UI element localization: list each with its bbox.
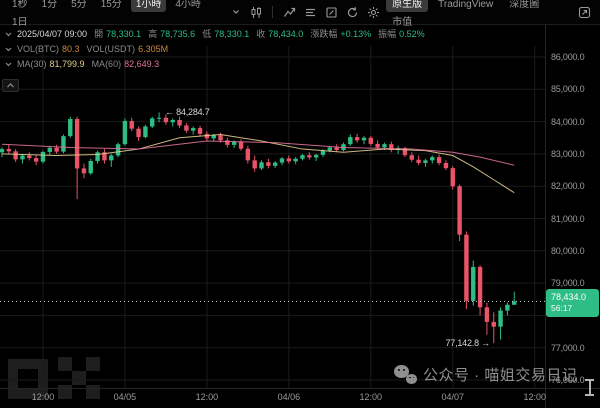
price-axis-label: 76,000.0 <box>551 375 585 385</box>
ma60-value: 82,649.3 <box>124 59 160 69</box>
price-axis-label: 83,000.0 <box>551 148 585 159</box>
volume-readout-row: VOL(BTC) 80.3 VOL(USDT) 6.305M <box>4 43 168 55</box>
timeframe-button-1秒[interactable]: 1秒 <box>12 0 28 10</box>
ma-readout-row: MA(30) 81,799.9 MA(60) 82,649.3 <box>4 58 159 70</box>
time-axis-label: 12:00 <box>359 392 383 402</box>
view-tabs: 原生版 TradingView 深度圖市值 <box>384 0 574 30</box>
vol-btc-value: 80.3 <box>62 44 80 54</box>
timeframe-buttons: 1秒 1分 5分 15分 1小時 4小時 1日 <box>5 0 225 30</box>
vol-usdt-value: 6.305M <box>138 44 169 54</box>
current-price-tag: 78,434.0 56:17 <box>546 289 599 318</box>
open-label: 開 <box>94 29 104 39</box>
settings-icon[interactable] <box>366 4 381 20</box>
collapse-chevron-icon[interactable] <box>4 45 13 54</box>
chevron-down-icon[interactable] <box>228 4 243 20</box>
view-tab-原生版[interactable]: 原生版 <box>386 0 429 12</box>
timeframe-button-15分[interactable]: 15分 <box>100 0 122 10</box>
view-switch-group: 原生版 TradingView 深度圖市值 <box>384 0 595 30</box>
wechat-watermark: 公众号 · 喵姐交易日记 <box>394 364 577 385</box>
toolbar-divider <box>272 6 274 18</box>
timeframe-button-1分[interactable]: 1分 <box>41 0 58 10</box>
wechat-icon <box>394 364 417 385</box>
close-value: 78,434.0 <box>268 29 304 39</box>
visible-low-marker: 77,142.8 → <box>445 338 490 348</box>
timeframe-group: 1秒 1分 5分 15分 1小時 4小時 1日 <box>5 0 384 30</box>
timeframe-button-1小時[interactable]: 1小時 <box>130 0 167 12</box>
price-axis-label: 79,000.0 <box>551 278 585 289</box>
low-label: 低 <box>202 29 212 39</box>
draw-tools-icon[interactable] <box>324 4 339 20</box>
watermark-text: 公众号 · 喵姐交易日记 <box>423 367 578 384</box>
ohlc-readout-row: 2025/04/07 09:00 開 78,330.1 高 78,735.6 低… <box>4 28 425 40</box>
time-axis-label: 04/06 <box>277 392 301 402</box>
indicator-list-icon[interactable] <box>303 4 318 20</box>
close-label: 收 <box>256 29 266 39</box>
replay-icon[interactable] <box>345 4 360 20</box>
expand-pane-button[interactable] <box>2 79 19 92</box>
ma30-value: 81,799.9 <box>49 59 85 69</box>
current-price-value: 78,434.0 <box>551 292 587 303</box>
time-axis-label: 12:00 <box>195 392 219 402</box>
timeframe-button-5分[interactable]: 5分 <box>71 0 87 10</box>
high-label: 高 <box>148 29 158 39</box>
candle-countdown: 56:17 <box>551 303 573 314</box>
open-value: 78,330.1 <box>106 29 142 39</box>
candle-datetime: 2025/04/07 09:00 <box>17 29 88 39</box>
indicators-icon[interactable] <box>281 4 296 20</box>
price-axis-label: 82,000.0 <box>551 181 585 192</box>
ma30-label: MA(30) <box>17 59 47 69</box>
chart-toolbar: 1秒 1分 5分 15分 1小時 4小時 1日 <box>0 0 600 28</box>
view-tab-市值[interactable]: 市值 <box>392 17 413 28</box>
low-value: 78,330.1 <box>214 29 250 39</box>
text-cursor-icon <box>585 379 594 396</box>
price-axis-label: 80,000.0 <box>551 245 585 256</box>
amplitude-label: 振幅 <box>378 29 397 39</box>
price-axis-label: 81,000.0 <box>551 213 585 224</box>
vol-usdt-label: VOL(USDT) <box>86 44 136 54</box>
time-axis-label: 12:00 <box>523 392 546 402</box>
change-value: +0.13% <box>340 29 372 39</box>
fullscreen-icon[interactable] <box>577 4 592 20</box>
change-label: 漲跌幅 <box>310 29 338 39</box>
price-axis-label: 86,000.0 <box>551 52 585 62</box>
candle-style-icon[interactable] <box>249 4 264 20</box>
visible-high-marker: ← 84,284.7 <box>165 107 210 117</box>
collapse-chevron-icon[interactable] <box>4 30 13 39</box>
timeframe-button-4小時[interactable]: 4小時 <box>175 0 201 10</box>
price-axis-label: 85,000.0 <box>551 84 585 95</box>
view-tab-深度圖[interactable]: 深度圖 <box>509 0 540 10</box>
time-axis-label: 04/07 <box>441 392 465 402</box>
price-axis-label: 77,000.0 <box>551 342 585 353</box>
time-axis-label: 04/05 <box>113 392 137 402</box>
view-tab-TradingView[interactable]: TradingView <box>438 0 494 10</box>
ma60-label: MA(60) <box>91 59 122 69</box>
price-axis-label: 84,000.0 <box>551 116 585 127</box>
vol-btc-label: VOL(BTC) <box>17 44 60 54</box>
collapse-chevron-icon[interactable] <box>4 60 13 69</box>
amplitude-value: 0.52% <box>399 29 425 39</box>
high-value: 78,735.6 <box>160 29 196 39</box>
time-axis-label: 12:00 <box>31 392 55 402</box>
timeframe-button-1日[interactable]: 1日 <box>12 17 28 28</box>
